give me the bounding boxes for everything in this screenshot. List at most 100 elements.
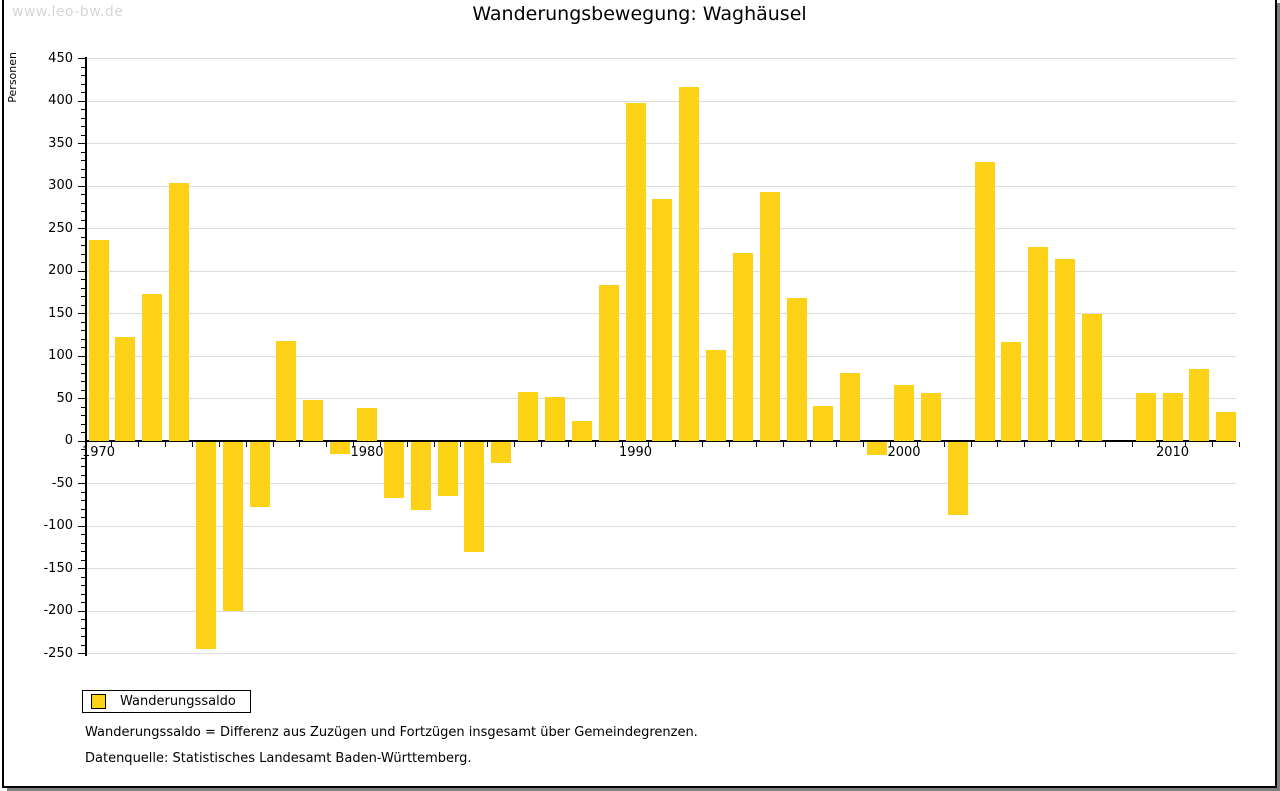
- x-tick: [1078, 442, 1080, 447]
- y-minor-tick: [81, 236, 85, 238]
- y-minor-tick: [81, 551, 85, 552]
- y-tick-label: 250: [48, 220, 73, 236]
- x-tick: [675, 442, 677, 447]
- x-tick: [326, 442, 328, 447]
- x-tick: [1051, 442, 1053, 447]
- y-minor-tick: [81, 304, 85, 306]
- y-axis-line: [85, 56, 87, 656]
- y-minor-tick: [81, 627, 85, 629]
- y-minor-tick: [81, 542, 85, 544]
- y-major-tick: [78, 270, 85, 272]
- bar-2007: [1081, 314, 1102, 441]
- bar-2002: [947, 442, 968, 516]
- x-tick: [406, 442, 408, 447]
- bar-1974: [195, 442, 216, 650]
- y-minor-tick: [81, 534, 85, 535]
- x-tick: [245, 442, 247, 447]
- y-major-tick: [78, 228, 85, 229]
- y-minor-tick: [81, 262, 85, 263]
- bar-1996: [786, 298, 807, 441]
- y-minor-tick: [81, 559, 85, 561]
- x-tick: [191, 442, 193, 447]
- x-tick: [433, 442, 435, 447]
- bar-1977: [276, 340, 297, 441]
- bar-1973: [169, 182, 190, 441]
- bar-2000: [894, 384, 914, 441]
- gridline: [87, 610, 1236, 612]
- bar-1997: [813, 406, 834, 441]
- y-minor-tick: [81, 517, 85, 518]
- x-tick: [809, 442, 811, 447]
- y-tick-label: 300: [48, 178, 73, 193]
- bar-1983: [437, 442, 458, 497]
- bar-1981: [383, 442, 404, 499]
- x-tick: [1131, 442, 1133, 447]
- y-minor-tick: [81, 160, 85, 161]
- x-tick-label: 1990: [618, 445, 653, 460]
- bar-1970: [88, 240, 109, 441]
- bar-1986: [518, 391, 539, 441]
- y-minor-tick: [81, 449, 85, 450]
- y-minor-tick: [81, 389, 85, 391]
- y-minor-tick: [81, 92, 85, 93]
- x-tick: [728, 442, 730, 447]
- bar-1998: [840, 373, 861, 441]
- y-minor-tick: [81, 491, 85, 493]
- y-minor-tick: [81, 245, 85, 246]
- bar-2011: [1189, 368, 1210, 441]
- y-minor-tick: [81, 644, 85, 646]
- x-tick: [1185, 442, 1187, 447]
- x-tick-label: 1980: [350, 445, 384, 460]
- x-tick: [541, 442, 543, 447]
- x-tick: [514, 442, 516, 447]
- y-major-tick: [78, 398, 85, 399]
- x-tick: [487, 442, 489, 447]
- y-minor-tick: [81, 474, 85, 476]
- y-minor-tick: [81, 321, 85, 323]
- y-minor-tick: [81, 423, 85, 425]
- bar-1989: [598, 285, 619, 441]
- y-minor-tick: [81, 432, 85, 433]
- y-minor-tick: [81, 593, 85, 595]
- x-tick-label: 1970: [81, 445, 116, 460]
- x-axis-line: [85, 440, 1236, 442]
- gridline: [87, 568, 1236, 569]
- gridline: [87, 525, 1236, 527]
- bar-1979: [330, 442, 351, 454]
- y-major-tick: [78, 653, 85, 654]
- y-major-tick: [78, 143, 85, 144]
- y-major-tick: [78, 355, 85, 357]
- gridline: [87, 185, 1236, 187]
- bar-1993: [706, 350, 727, 441]
- x-tick: [755, 442, 757, 447]
- x-tick: [702, 442, 704, 447]
- y-minor-tick: [81, 296, 85, 297]
- y-minor-tick: [81, 585, 85, 586]
- y-tick-label: 0: [64, 433, 73, 448]
- y-major-tick: [78, 58, 85, 59]
- y-minor-tick: [81, 619, 85, 620]
- y-minor-tick: [81, 219, 85, 221]
- y-minor-tick: [81, 415, 85, 416]
- x-tick: [836, 442, 838, 447]
- y-minor-tick: [81, 602, 85, 603]
- y-tick-label: 100: [48, 348, 73, 363]
- gridline: [87, 100, 1236, 102]
- y-major-tick: [78, 100, 85, 102]
- y-minor-tick: [81, 406, 85, 408]
- footnote-source: Datenquelle: Statistisches Landesamt Bad…: [85, 751, 472, 766]
- gridline: [87, 483, 1236, 484]
- x-tick: [299, 442, 301, 447]
- x-tick: [890, 442, 892, 447]
- x-tick: [997, 442, 999, 447]
- y-tick-label: -50: [51, 475, 73, 491]
- y-major-tick: [78, 610, 85, 612]
- x-tick: [863, 442, 865, 447]
- legend-swatch-icon: [91, 694, 106, 709]
- y-major-tick: [78, 313, 85, 314]
- bar-2006: [1055, 259, 1076, 441]
- x-tick: [460, 442, 462, 447]
- y-tick-label: 450: [48, 50, 73, 66]
- y-minor-tick: [81, 500, 85, 501]
- y-minor-tick: [81, 330, 85, 331]
